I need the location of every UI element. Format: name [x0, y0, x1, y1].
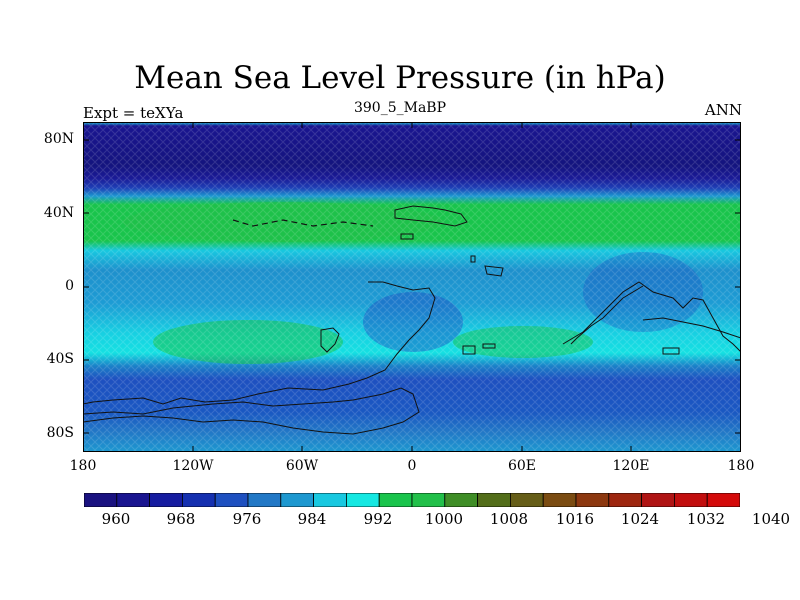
colorbar-label-1040: 1040 — [751, 510, 791, 528]
colorbar-swatch — [477, 493, 511, 507]
x-tick-180w: 180 — [69, 458, 97, 474]
colorbar-label-984: 984 — [297, 510, 327, 528]
map-title: Mean Sea Level Pressure (in hPa) — [134, 60, 666, 96]
colorbar-swatch — [378, 493, 413, 507]
colorbar-swatch — [84, 493, 118, 507]
colorbar-label-992: 992 — [363, 510, 393, 528]
colorbar-label-1000: 1000 — [424, 510, 464, 528]
pressure-map — [83, 122, 741, 452]
period-label: 390_5_MaBP — [353, 100, 447, 116]
colorbar-swatch — [674, 493, 708, 507]
x-tick-60w: 60W — [285, 458, 319, 474]
colorbar-swatch — [345, 493, 380, 507]
season-label: ANN — [704, 101, 742, 119]
colorbar-swatch — [444, 493, 478, 507]
colorbar — [84, 493, 740, 507]
colorbar-swatch — [608, 493, 642, 507]
colorbar-swatch — [706, 493, 740, 507]
colorbar-swatch — [575, 493, 610, 507]
y-tick-40n: 40N — [43, 205, 74, 221]
colorbar-swatch — [149, 493, 183, 507]
colorbar-label-1008: 1008 — [489, 510, 529, 528]
colorbar-swatch — [641, 493, 675, 507]
colorbar-label-968: 968 — [166, 510, 196, 528]
coastlines — [83, 205, 741, 435]
x-tick-180e: 180 — [727, 458, 755, 474]
colorbar-swatch — [313, 493, 347, 507]
x-tick-60e: 60E — [507, 458, 537, 474]
colorbar-label-976: 976 — [232, 510, 262, 528]
colorbar-swatch — [116, 493, 150, 507]
colorbar-swatch — [214, 493, 249, 507]
colorbar-swatch — [509, 493, 544, 507]
colorbar-swatch — [182, 493, 216, 507]
colorbar-swatch — [411, 493, 446, 507]
colorbar-label-1024: 1024 — [620, 510, 660, 528]
tick-marks — [83, 122, 741, 452]
y-tick-0: 0 — [65, 278, 74, 294]
colorbar-swatch — [247, 493, 282, 507]
x-tick-0: 0 — [407, 458, 417, 474]
y-tick-80n: 80N — [43, 131, 74, 147]
y-tick-80s: 80S — [46, 425, 74, 441]
x-tick-120w: 120W — [172, 458, 214, 474]
colorbar-label-1032: 1032 — [686, 510, 726, 528]
colorbar-label-1016: 1016 — [555, 510, 595, 528]
experiment-label: Expt = teXYa — [83, 104, 184, 122]
colorbar-swatch — [542, 493, 577, 507]
colorbar-label-960: 960 — [101, 510, 131, 528]
y-tick-40s: 40S — [46, 351, 74, 367]
x-tick-120e: 120E — [612, 458, 650, 474]
colorbar-swatch — [280, 493, 315, 507]
